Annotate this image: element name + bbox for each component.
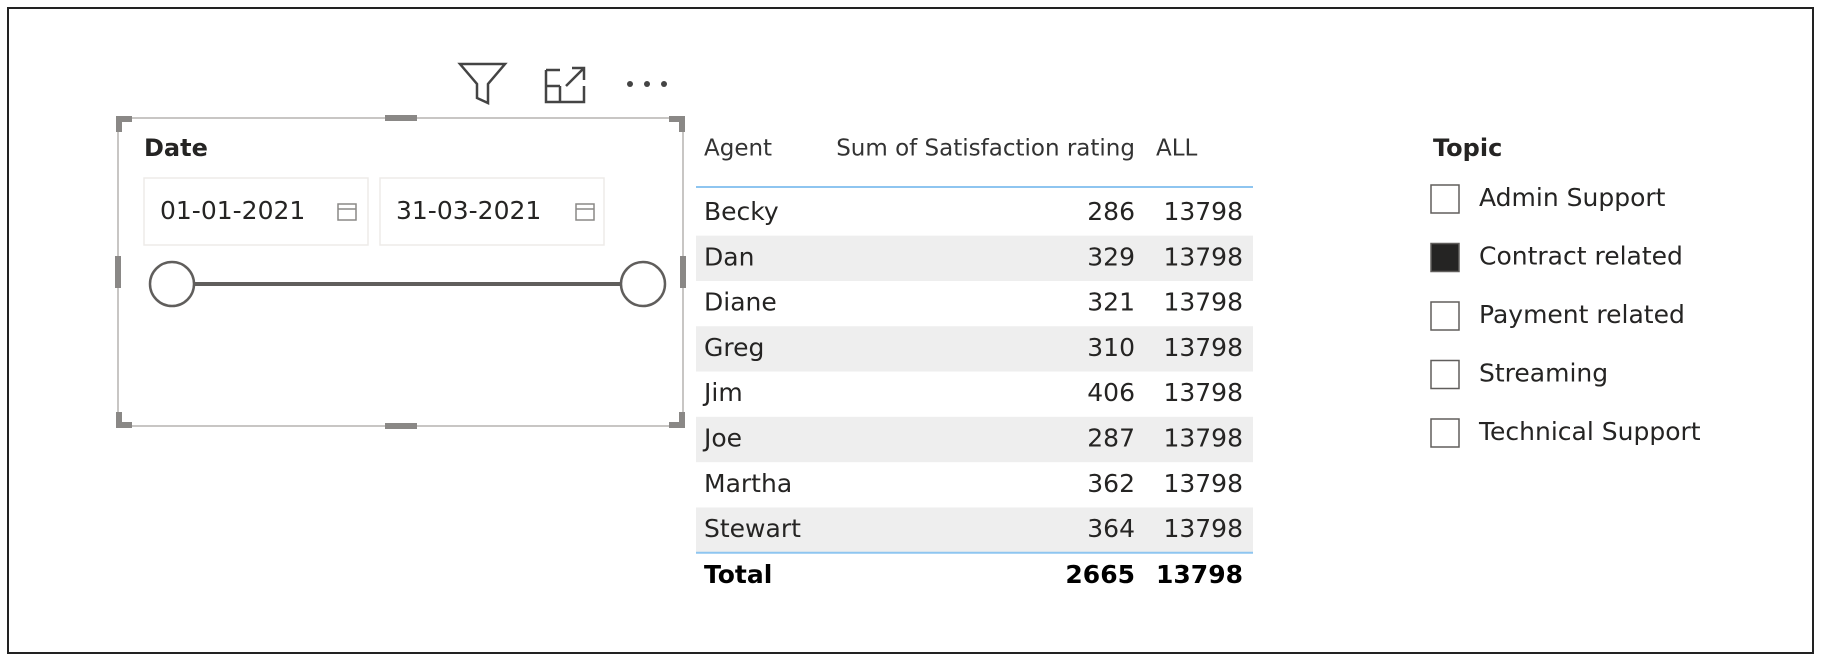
calendar-icons[interactable]: [337, 203, 595, 221]
table-cell: 13798: [1163, 197, 1243, 226]
slicer-item[interactable]: Payment related: [1479, 300, 1685, 329]
table-cell: 406: [1087, 378, 1135, 407]
column-header[interactable]: Sum of Satisfaction rating: [836, 136, 1135, 162]
table-cell: Greg: [704, 333, 764, 362]
total-cell: Total: [704, 560, 772, 589]
slicer-item[interactable]: Admin Support: [1479, 183, 1666, 212]
table-cell: 13798: [1163, 469, 1243, 498]
table-cell: Becky: [704, 197, 779, 226]
filter-icon[interactable]: [457, 62, 508, 105]
row-band: [696, 326, 1253, 372]
table-cell: 321: [1087, 288, 1135, 317]
slicer-item[interactable]: Contract related: [1479, 242, 1683, 271]
checkbox[interactable]: [1430, 301, 1460, 331]
column-header[interactable]: Agent: [704, 136, 772, 162]
table-cell: 13798: [1163, 378, 1243, 407]
slider-end-handle[interactable]: [619, 260, 667, 308]
slicer-title: Date: [144, 134, 208, 162]
table-visual: Agent Sum of Satisfaction rating ALL Becky 2…: [696, 136, 1253, 589]
slicer-title: Topic: [1433, 134, 1502, 162]
table-cell: 286: [1087, 197, 1135, 226]
checkbox[interactable]: [1430, 184, 1460, 214]
table-cell: Diane: [704, 288, 777, 317]
end-date-box[interactable]: [379, 177, 605, 246]
slicer-item[interactable]: Streaming: [1479, 359, 1608, 388]
slicer-item[interactable]: Technical Support: [1478, 417, 1701, 446]
resize-handles: [115, 115, 686, 429]
column-header[interactable]: ALL: [1156, 136, 1198, 162]
row-band: [696, 235, 1253, 281]
checkbox[interactable]: [1430, 359, 1460, 390]
table-cell: 329: [1087, 242, 1135, 271]
table-cell: Jim: [702, 378, 743, 407]
table-cell: 13798: [1163, 333, 1243, 362]
start-date[interactable]: 01-01-2021: [160, 196, 305, 225]
row-band: [696, 416, 1253, 463]
table-cell: 362: [1087, 469, 1135, 498]
table-cell: Martha: [704, 469, 792, 498]
total-cell: 2665: [1065, 560, 1135, 589]
date-slicer[interactable]: Date 01-01-2021 31-03-2021: [115, 115, 686, 429]
start-date-box[interactable]: [143, 177, 369, 246]
table-cell: 13798: [1163, 514, 1243, 543]
topic-slicer: Topic Admin Support Contract related Paymen…: [1430, 134, 1701, 448]
total-cell: 13798: [1156, 560, 1243, 589]
more-options-icon[interactable]: [627, 81, 667, 87]
row-band: [696, 507, 1253, 553]
table-cell: Stewart: [704, 514, 801, 543]
table-cell: Joe: [702, 424, 742, 453]
table-cell: 310: [1087, 333, 1135, 362]
checkbox[interactable]: [1430, 242, 1460, 273]
table-cell: Dan: [704, 242, 754, 271]
checkbox[interactable]: [1430, 418, 1460, 448]
table-cell: 13798: [1163, 288, 1243, 317]
table-cell: 287: [1087, 424, 1135, 453]
table-cell: 13798: [1163, 424, 1243, 453]
table-cell: 13798: [1163, 242, 1243, 271]
end-date[interactable]: 31-03-2021: [396, 196, 541, 225]
slider-start-handle[interactable]: [148, 260, 196, 308]
table-cell: 364: [1087, 514, 1135, 543]
focus-mode-icon[interactable]: [544, 66, 586, 104]
